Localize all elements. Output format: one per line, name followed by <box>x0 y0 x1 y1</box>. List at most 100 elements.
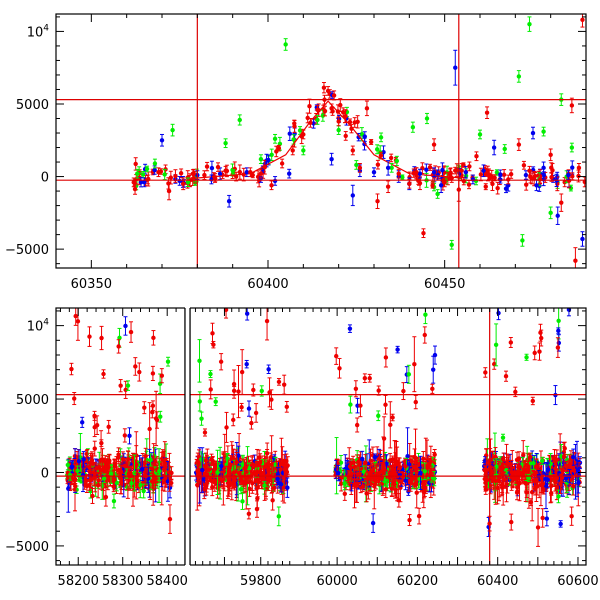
top-blue-data-point <box>431 170 437 175</box>
bottom-data-point <box>116 344 121 349</box>
top-red-data-point <box>516 142 522 147</box>
top-background-point <box>140 172 146 177</box>
bottom-data-point <box>285 485 290 490</box>
bottom-data-point <box>88 477 94 482</box>
bottom-data-point <box>422 332 427 338</box>
bottom-data-point <box>116 455 121 460</box>
top-background-point <box>400 175 405 180</box>
bottom-data-point <box>101 371 106 377</box>
bottom-data-point <box>211 469 216 475</box>
bottom-data-point <box>203 458 209 463</box>
bottom-data-point <box>96 478 101 483</box>
bottom-data-point <box>101 467 106 473</box>
bottom-data-point <box>99 335 104 341</box>
top-green-data-point <box>541 129 546 134</box>
bottom-data-point <box>281 485 287 490</box>
top-red-data-point <box>537 177 543 182</box>
bottom-data-point <box>87 483 92 488</box>
bottom-data-point <box>249 420 254 426</box>
bottom-data-point <box>205 478 210 484</box>
bottom-data-point <box>67 473 73 478</box>
top-red-data-point <box>357 165 363 171</box>
bottom-data-point <box>128 329 134 335</box>
top-background-point <box>368 139 374 145</box>
top-background-point <box>478 172 484 177</box>
top-background-point <box>550 168 555 173</box>
bottom-data-point <box>75 319 81 324</box>
top-background-point <box>424 167 429 172</box>
bottom-data-point <box>431 367 436 372</box>
bottom-data-point <box>281 382 287 387</box>
bottom-data-point <box>210 331 215 336</box>
top-red-data-point <box>301 132 306 137</box>
top-red-data-point <box>325 88 331 94</box>
top-red-data-point <box>258 171 264 176</box>
top-red-data-point <box>156 170 161 175</box>
bottom-data-point <box>195 459 201 464</box>
top-background-point <box>209 165 215 171</box>
top-blue-data-point <box>371 170 377 175</box>
bottom-data-point <box>119 480 124 485</box>
top-blue-data-point <box>481 168 486 173</box>
bottom-data-point <box>432 352 438 358</box>
top-background-point <box>166 181 171 186</box>
bottom-data-point <box>228 463 233 468</box>
top-blue-data-point <box>566 172 571 178</box>
bottom-data-point <box>212 480 217 485</box>
bottom-data-point <box>276 379 282 385</box>
top-background-point <box>461 178 467 184</box>
top-green-data-point <box>301 148 306 153</box>
top-background-point <box>338 102 343 108</box>
bottom-data-point <box>151 335 156 341</box>
top-background-point <box>562 179 567 185</box>
top-red-data-point <box>375 199 380 204</box>
top-green-data-point <box>520 238 525 243</box>
bottom-data-point <box>111 498 117 504</box>
top-green-data-point <box>272 136 278 142</box>
bottom-data-point <box>76 458 82 464</box>
top-green-data-point <box>237 117 242 123</box>
top-red-data-point <box>350 148 355 153</box>
top-background-point <box>521 163 527 168</box>
bottom-data-point <box>140 466 145 472</box>
top-green-data-point <box>435 191 440 197</box>
top-green-data-point <box>389 165 394 171</box>
top-background-point <box>534 183 539 188</box>
bottom-data-point <box>383 402 388 407</box>
bottom-data-point <box>264 462 270 467</box>
top-red-data-point <box>145 177 151 182</box>
bottom-data-point <box>123 323 128 329</box>
top-background-point <box>132 186 138 192</box>
bottom-data-point <box>117 335 122 341</box>
top-blue-data-point <box>142 180 147 185</box>
top-background-point <box>292 124 297 129</box>
bottom-data-point <box>282 458 287 464</box>
top-background-point <box>287 131 292 136</box>
top-background-point <box>276 146 282 151</box>
bottom-data-point <box>103 494 109 500</box>
top-background-point <box>343 113 348 119</box>
top-red-data-point <box>248 170 253 175</box>
top-green-data-point <box>527 21 532 27</box>
bottom-data-point <box>255 485 260 490</box>
bottom-data-point <box>141 488 146 494</box>
top-red-data-point <box>548 152 553 157</box>
bottom-data-point <box>259 388 264 394</box>
bottom-data-point <box>65 462 71 468</box>
bottom-data-point <box>120 457 126 462</box>
bottom-data-point <box>219 463 224 469</box>
top-background-point <box>430 183 435 188</box>
bottom-data-point <box>165 359 171 364</box>
top-red-data-point <box>191 171 196 176</box>
top-background-point <box>231 169 236 175</box>
top-background-point <box>466 182 472 187</box>
bottom-data-point <box>239 405 244 410</box>
top-blue-data-point <box>287 171 292 176</box>
top-background-point <box>582 179 586 185</box>
top-background-point <box>487 175 493 180</box>
top-red-data-point <box>315 107 320 112</box>
top-green-data-point <box>152 161 158 166</box>
top-y-tick-label: −5000 <box>5 243 49 258</box>
top-background-point <box>133 161 138 167</box>
top-red-data-point <box>329 106 334 111</box>
